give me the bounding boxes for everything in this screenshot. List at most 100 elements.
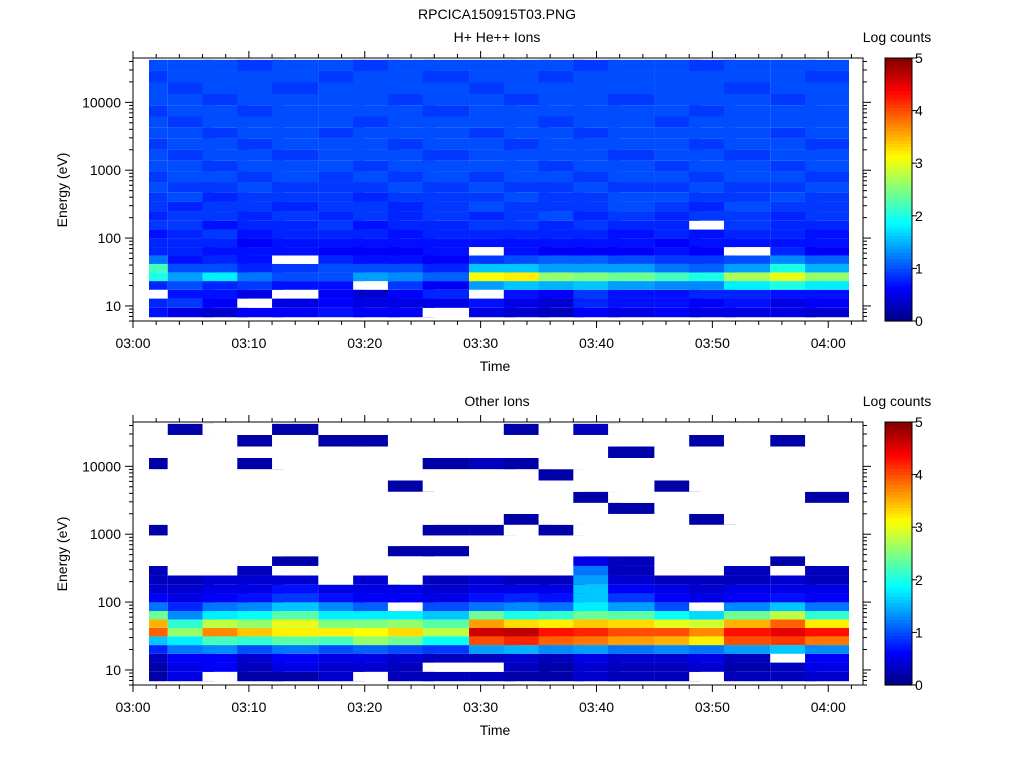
heatmap-cell xyxy=(202,502,249,514)
heatmap-cell xyxy=(237,138,284,150)
heatmap-cell xyxy=(149,535,168,547)
heatmap-cell xyxy=(272,211,319,221)
heatmap-cell xyxy=(654,82,701,94)
heatmap-cell xyxy=(689,645,736,654)
heatmap-cell xyxy=(654,502,701,514)
heatmap-cell xyxy=(387,619,435,628)
heatmap-cell xyxy=(608,491,655,503)
colorbar-segment xyxy=(885,251,912,256)
heatmap-cell xyxy=(202,546,249,557)
colorbar-frame xyxy=(884,421,913,686)
heatmap-cell xyxy=(272,201,319,212)
heatmap-cell xyxy=(805,611,849,620)
heatmap-cell xyxy=(573,446,620,458)
heatmap-cell xyxy=(422,247,470,256)
heatmap-cell xyxy=(689,513,736,525)
heatmap-cell xyxy=(149,298,168,308)
heatmap-cell xyxy=(469,575,516,585)
heatmap-cell xyxy=(723,593,771,603)
heatmap-cell xyxy=(573,281,620,290)
heatmap-cell xyxy=(538,201,585,212)
heatmap-cell xyxy=(387,289,435,299)
heatmap-cell xyxy=(272,272,319,282)
heatmap-cell xyxy=(167,105,215,117)
heatmap-cell xyxy=(469,469,516,481)
heatmap-cell xyxy=(503,138,551,150)
heatmap-cell xyxy=(654,546,701,557)
heatmap-cell xyxy=(723,446,771,458)
heatmap-cell xyxy=(272,469,319,481)
heatmap-cell xyxy=(723,491,771,503)
heatmap-cell xyxy=(608,263,655,273)
heatmap-cell xyxy=(353,565,400,576)
heatmap-cell xyxy=(387,671,435,682)
heatmap-cell xyxy=(167,149,215,161)
heatmap-cell xyxy=(573,182,620,193)
heatmap-cell xyxy=(237,281,284,290)
heatmap-cell xyxy=(689,220,736,230)
heatmap-cell xyxy=(272,480,319,492)
heatmap-cell xyxy=(608,636,655,646)
heatmap-cell xyxy=(805,298,849,308)
colorbar-segment xyxy=(885,458,912,463)
colorbar-segment xyxy=(885,638,912,643)
heatmap-cell xyxy=(723,281,771,290)
heatmap-cell xyxy=(353,513,400,525)
heatmap-cell xyxy=(689,662,736,672)
x-tick-label: 04:00 xyxy=(811,699,846,715)
heatmap-cell xyxy=(573,546,620,557)
heatmap-cell xyxy=(237,255,284,264)
colorbar-segment xyxy=(885,81,912,85)
heatmap-cell xyxy=(469,289,516,299)
heatmap-cell xyxy=(353,255,400,264)
heatmap-cell xyxy=(805,423,849,435)
heatmap-cell xyxy=(689,255,736,264)
x-tick-label: 03:30 xyxy=(463,335,498,351)
heatmap-cell xyxy=(387,201,435,212)
heatmap-cell xyxy=(237,491,284,503)
heatmap-cell xyxy=(503,645,551,654)
colorbar-segment xyxy=(885,113,912,118)
heatmap-cell xyxy=(387,556,435,566)
heatmap-cell xyxy=(805,602,849,612)
heatmap-cell xyxy=(654,469,701,481)
heatmap-cell xyxy=(770,289,817,299)
heatmap-cell xyxy=(387,535,435,547)
colorbar-segment xyxy=(885,422,912,426)
heatmap-cell xyxy=(387,662,435,672)
heatmap-cell xyxy=(805,238,849,248)
heatmap-cell xyxy=(805,434,849,447)
heatmap-cell xyxy=(538,627,585,637)
heatmap-cell xyxy=(272,149,319,161)
colorbar-segment xyxy=(885,454,912,459)
heatmap-cell xyxy=(422,491,470,503)
heatmap-cell xyxy=(318,671,365,682)
colorbar-segment xyxy=(885,471,912,476)
heatmap-cell xyxy=(202,171,249,183)
heatmap-cell xyxy=(538,653,585,663)
heatmap-cell xyxy=(318,434,365,447)
heatmap-cell xyxy=(272,182,319,193)
heatmap-cell xyxy=(318,602,365,612)
heatmap-cell xyxy=(422,502,470,514)
heatmap-cell xyxy=(237,127,284,139)
heatmap-cell xyxy=(237,513,284,525)
heatmap-cell xyxy=(149,524,168,536)
heatmap-cell xyxy=(538,423,585,435)
colorbar-segment xyxy=(885,566,912,571)
heatmap-cell xyxy=(237,201,284,212)
heatmap-cell xyxy=(770,171,817,183)
heatmap-cell xyxy=(538,602,585,612)
heatmap-cell xyxy=(654,182,701,193)
heatmap-cell xyxy=(202,263,249,273)
heatmap-cell xyxy=(167,423,215,435)
colorbar-segment xyxy=(885,297,912,302)
heatmap-cell xyxy=(573,434,620,447)
heatmap-cell xyxy=(654,434,701,447)
heatmap-cell xyxy=(202,289,249,299)
colorbar-segment xyxy=(885,311,912,316)
heatmap-cell xyxy=(387,565,435,576)
heatmap-cell xyxy=(202,229,249,239)
heatmap-cell xyxy=(689,281,736,290)
